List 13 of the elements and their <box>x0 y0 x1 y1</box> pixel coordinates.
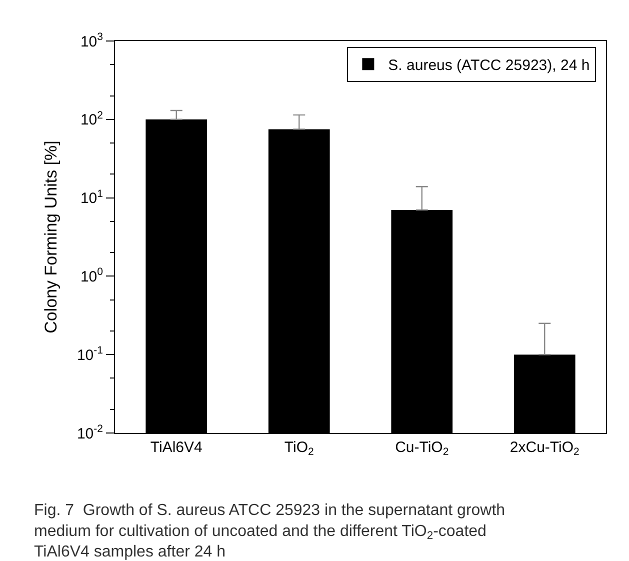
y-tick-label: 10$^{-2}$ <box>76 422 104 442</box>
text: Fig. 7 Growth of S. aureus ATCC 25923 in the supernatant growth medium for cultivation of uncoated and the different TiO$_{2}$-coated TiAl6V4 samples after 24 h <box>34 502 506 561</box>
y-axis-title: Colony Forming Units [%] <box>42 140 61 334</box>
y-tick-label: 10$^{-1}$ <box>76 344 104 364</box>
y-tick-label: 10$^{1}$ <box>80 188 104 208</box>
x-tick-label: TiAl6V4 <box>150 439 202 456</box>
x-tick-label: 2xCu-TiO$_{2}$ <box>510 439 580 458</box>
x-tick-label: TiO$_{2}$ <box>284 439 314 458</box>
y-tick-label: 10$^{0}$ <box>80 266 104 286</box>
x-tick-label: Cu-TiO$_{2}$ <box>395 439 449 458</box>
legend-label: S. aureus (ATCC 25923), 24 h <box>388 56 590 74</box>
y-tick-label: 10$^{2}$ <box>80 109 104 129</box>
y-tick-label: 10$^{3}$ <box>80 30 104 50</box>
